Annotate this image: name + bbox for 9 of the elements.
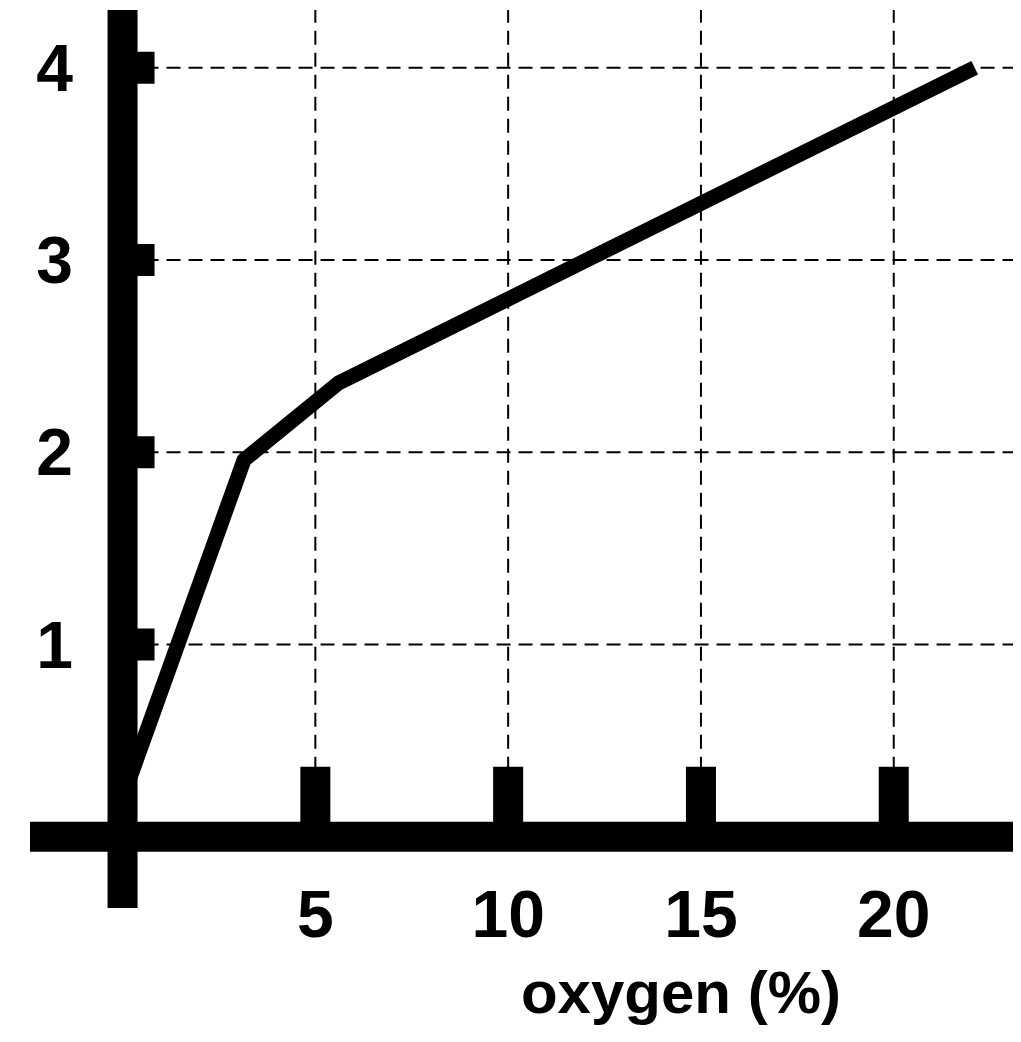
x-tick-label: 5 xyxy=(296,876,334,951)
y-tick-label: 1 xyxy=(36,607,73,682)
y-tick-label: 4 xyxy=(36,30,74,105)
y-tick-label: 3 xyxy=(36,223,73,298)
x-tick-label: 10 xyxy=(471,876,545,951)
x-tick-label: 15 xyxy=(664,876,738,951)
x-axis-title: oxygen (%) xyxy=(520,959,841,1026)
y-tick-label: 2 xyxy=(36,415,73,490)
x-tick-label: 20 xyxy=(857,876,931,951)
